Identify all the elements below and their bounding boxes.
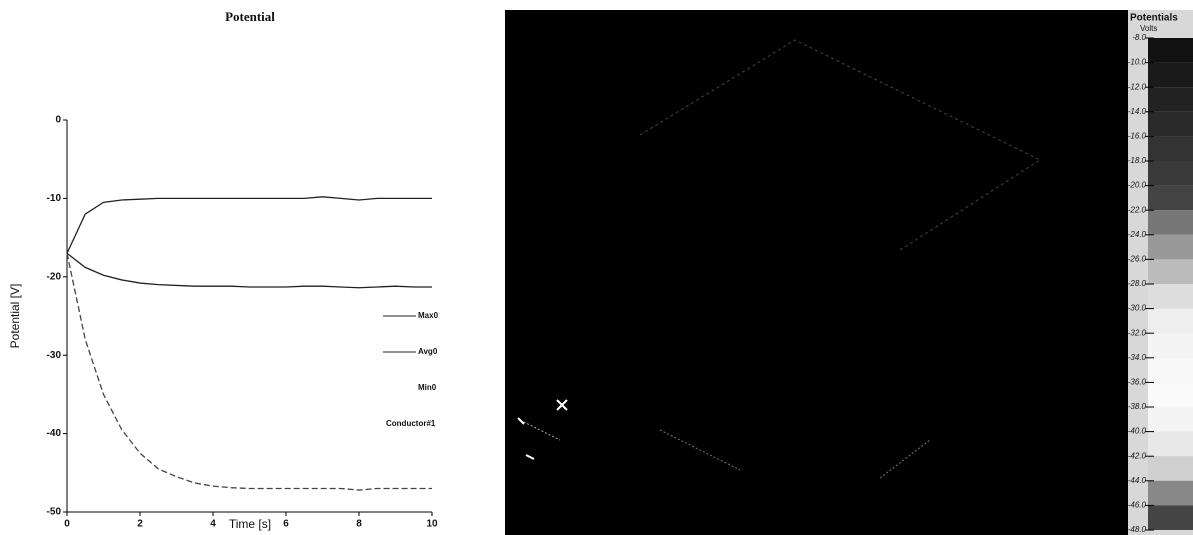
colorbar-segment (1148, 87, 1193, 112)
colorbar-tick-label: -14.0 (1128, 107, 1147, 116)
colorbar-segment (1148, 358, 1193, 383)
y-tick-label: -40 (47, 428, 62, 439)
x-tick-label: 0 (64, 519, 70, 530)
colorbar-segment (1148, 63, 1193, 88)
x-tick-label: 2 (137, 519, 143, 530)
colorbar-tick-label: -42.0 (1128, 451, 1147, 460)
colorbar-segment (1148, 136, 1193, 161)
chart-title: Potential (225, 9, 275, 24)
legend-label: Max0 (418, 311, 439, 320)
y-tick-label: -10 (47, 193, 62, 204)
colorbar-tick-label: -48.0 (1128, 525, 1147, 534)
figure-canvas: Potential Time [s] Potential [V] 0 -10 -20… (0, 0, 1193, 535)
y-tick-label: -30 (47, 350, 62, 361)
colorbar-tick-label: -10.0 (1128, 58, 1147, 67)
colorbar-tick-label: -38.0 (1128, 402, 1147, 411)
colorbar-segment (1148, 407, 1193, 432)
colorbar-tick-label: -24.0 (1128, 230, 1147, 239)
colorbar-segment (1148, 161, 1193, 186)
colorbar-tick-label: -44.0 (1128, 476, 1147, 485)
colorbar-tick-label: -40.0 (1128, 427, 1147, 436)
colorbar-segment (1148, 432, 1193, 457)
series-line (67, 197, 432, 253)
colorbar-segment (1148, 284, 1193, 309)
colorbar-segment (1148, 210, 1193, 235)
figure: Potential Time [s] Potential [V] 0 -10 -20… (0, 0, 1193, 535)
colorbar-segment (1148, 235, 1193, 260)
colorbar-tick-label: -32.0 (1128, 328, 1147, 337)
y-axis-label: Potential [V] (8, 284, 22, 349)
legend-label: Min0 (418, 383, 437, 392)
series-line (67, 253, 432, 287)
colorbar-segment (1148, 112, 1193, 137)
x-tick-label: 8 (356, 519, 362, 530)
colorbar-segment (1148, 456, 1193, 481)
render-background (505, 10, 1128, 535)
colorbar-tick-label: -12.0 (1128, 82, 1147, 91)
colorbar-tick-label: -16.0 (1128, 132, 1147, 141)
render-view (505, 10, 1128, 535)
x-tick-label: 6 (283, 519, 289, 530)
colorbar-segment (1148, 481, 1193, 506)
colorbar-segment (1148, 309, 1193, 334)
colorbar-tick-label: -34.0 (1128, 353, 1147, 362)
x-tick-label: 4 (210, 519, 216, 530)
series-line (67, 253, 432, 490)
colorbar-tick-label: -20.0 (1128, 181, 1147, 190)
colorbar-tick-label: -8.0 (1132, 33, 1146, 42)
colorbar-segment (1148, 186, 1193, 211)
colorbar-tick-label: -46.0 (1128, 501, 1147, 510)
colorbar-tick-label: -30.0 (1128, 304, 1147, 313)
x-tick-label: 10 (426, 519, 438, 530)
legend-label: Conductor#1 (386, 419, 436, 428)
colorbar-title: Potentials (1130, 13, 1178, 24)
colorbar-unit: Volts (1140, 24, 1157, 33)
colorbar-segment (1148, 259, 1193, 284)
colorbar-tick-label: -36.0 (1128, 378, 1147, 387)
colorbar-segment (1148, 505, 1193, 530)
x-axis-label: Time [s] (229, 517, 271, 531)
colorbar-tick-label: -18.0 (1128, 156, 1147, 165)
colorbar-segment (1148, 333, 1193, 358)
colorbar-tick-label: -26.0 (1128, 255, 1147, 264)
line-chart: Potential Time [s] Potential [V] 0 -10 -20… (8, 9, 438, 531)
y-tick-label: -20 (47, 271, 62, 282)
colorbar-segment (1148, 38, 1193, 63)
colorbar-tick-label: -28.0 (1128, 279, 1147, 288)
legend-label: Avg0 (418, 347, 438, 356)
colorbar-tick-label: -22.0 (1128, 205, 1147, 214)
y-tick-label: -50 (47, 507, 62, 518)
y-tick-label: 0 (55, 115, 61, 126)
colorbar-segment (1148, 382, 1193, 407)
